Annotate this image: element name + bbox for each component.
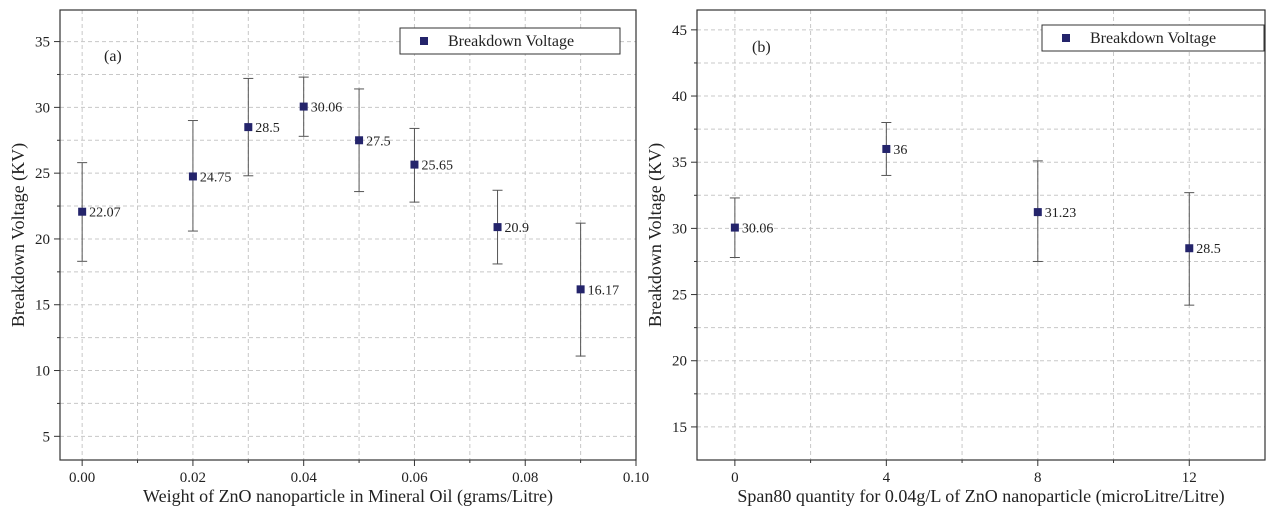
data-label: 22.07 bbox=[89, 206, 121, 221]
data-point bbox=[78, 207, 87, 216]
x-tick-label: 0.02 bbox=[180, 470, 206, 486]
legend-marker bbox=[1062, 34, 1070, 42]
chart-panel-a: 0.00 0.02 0.04 0.06 0.08 0.10 5 10 15 20 25 30 35 Wei… bbox=[8, 9, 649, 507]
y-tick-label: 35 bbox=[35, 35, 50, 51]
data-label: 28.5 bbox=[255, 121, 279, 136]
plot-frame bbox=[696, 9, 1266, 461]
y-tick-label: 20 bbox=[672, 354, 687, 370]
y-tick-label: 15 bbox=[35, 298, 50, 314]
legend-box bbox=[1041, 24, 1265, 52]
y-tick-label: 35 bbox=[672, 155, 687, 171]
data-point bbox=[1033, 208, 1042, 217]
x-tick-label: 4 bbox=[883, 470, 891, 486]
legend-entry: Breakdown Voltage bbox=[448, 33, 574, 50]
data-point bbox=[882, 144, 891, 153]
data-label: 36 bbox=[893, 143, 907, 158]
panel-label: (a) bbox=[104, 48, 122, 65]
y-tick-label: 5 bbox=[43, 429, 51, 445]
data-point bbox=[244, 123, 253, 132]
data-point bbox=[493, 223, 502, 232]
data-label: 16.17 bbox=[588, 283, 620, 298]
y-tick-label: 15 bbox=[672, 420, 687, 436]
data-label: 24.75 bbox=[200, 170, 232, 185]
data-point bbox=[1185, 244, 1194, 253]
x-tick-label: 0.04 bbox=[291, 470, 318, 486]
data-label: 27.5 bbox=[366, 134, 391, 149]
y-axis-label: Breakdown Voltage (KV) bbox=[645, 143, 666, 327]
plot-frame bbox=[59, 9, 637, 461]
y-tick-label: 25 bbox=[35, 166, 50, 182]
data-label: 20.9 bbox=[505, 221, 530, 236]
x-tick-label: 0.00 bbox=[69, 470, 95, 486]
y-tick-label: 40 bbox=[672, 89, 687, 105]
data-point bbox=[299, 102, 308, 111]
y-tick-label: 25 bbox=[672, 288, 687, 304]
legend-marker bbox=[420, 37, 428, 45]
y-axis-label: Breakdown Voltage (KV) bbox=[8, 143, 29, 327]
data-label: 31.23 bbox=[1045, 206, 1077, 221]
data-point bbox=[730, 223, 739, 232]
data-point bbox=[188, 172, 197, 181]
legend-entry: Breakdown Voltage bbox=[1090, 30, 1216, 47]
x-axis-label: Span80 quantity for 0.04g/L of ZnO nanop… bbox=[737, 486, 1224, 507]
x-tick-label: 0 bbox=[731, 470, 739, 486]
data-label: 30.06 bbox=[311, 101, 343, 116]
data-label: 30.06 bbox=[742, 222, 774, 237]
legend-box bbox=[399, 27, 621, 55]
chart-panel-b: 0 4 8 12 15 20 25 30 35 40 45 Span80 quantity for 0… bbox=[645, 9, 1266, 507]
x-tick-label: 0.10 bbox=[623, 470, 649, 486]
x-tick-label: 8 bbox=[1034, 470, 1042, 486]
y-tick-label: 45 bbox=[672, 23, 687, 39]
x-tick-label: 12 bbox=[1182, 470, 1197, 486]
data-point bbox=[355, 136, 364, 145]
x-tick-label: 0.08 bbox=[512, 470, 538, 486]
x-tick-label: 0.06 bbox=[401, 470, 428, 486]
y-tick-label: 20 bbox=[35, 232, 50, 248]
data-label: 25.65 bbox=[421, 159, 453, 174]
y-tick-label: 10 bbox=[35, 364, 50, 380]
x-axis-label: Weight of ZnO nanoparticle in Mineral Oi… bbox=[143, 486, 553, 507]
panel-label: (b) bbox=[752, 39, 771, 56]
y-tick-label: 30 bbox=[672, 221, 687, 237]
data-point bbox=[576, 285, 585, 294]
y-tick-label: 30 bbox=[35, 100, 50, 116]
data-point bbox=[410, 160, 419, 169]
data-label: 28.5 bbox=[1196, 242, 1221, 257]
